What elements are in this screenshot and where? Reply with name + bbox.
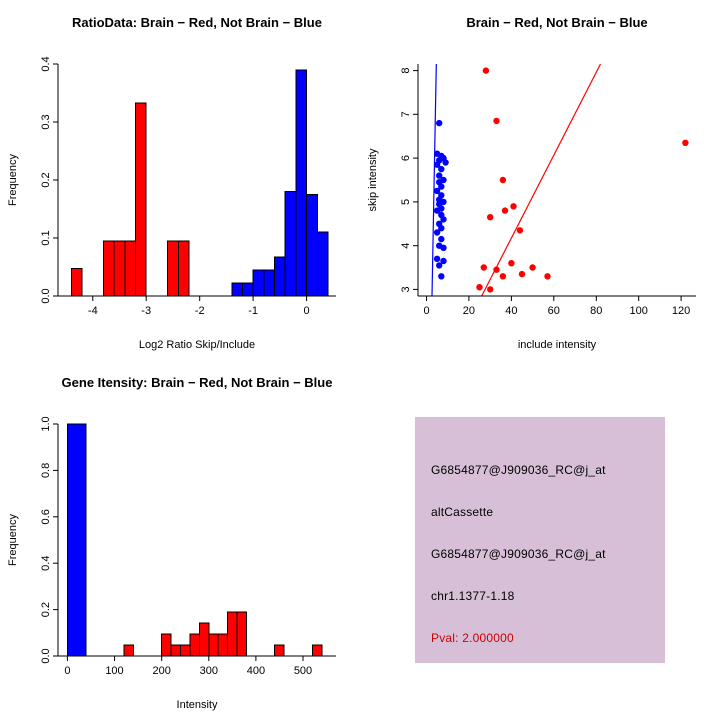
svg-text:20: 20 xyxy=(463,305,475,317)
svg-text:7: 7 xyxy=(400,111,412,117)
svg-text:Frequency: Frequency xyxy=(7,514,19,566)
svg-text:-1: -1 xyxy=(248,305,258,317)
svg-text:include intensity: include intensity xyxy=(518,339,597,351)
svg-text:skip intensity: skip intensity xyxy=(367,148,379,211)
svg-text:5: 5 xyxy=(400,199,412,205)
chromosome-location-text: chr1.1377-1.18 xyxy=(431,589,515,603)
svg-text:500: 500 xyxy=(294,665,312,677)
svg-text:100: 100 xyxy=(630,305,648,317)
svg-text:0.1: 0.1 xyxy=(40,230,52,245)
splice-type-text: altCassette xyxy=(431,505,494,519)
panel-gene-info: G6854877@J909036_RC@j_at altCassette G68… xyxy=(360,360,720,720)
svg-text:100: 100 xyxy=(105,665,123,677)
svg-text:0.0: 0.0 xyxy=(40,288,52,303)
svg-text:0: 0 xyxy=(304,305,310,317)
skip-include-scatter-chart: 0 20 40 60 80 100 120 3 4 5 6 7 8 Brain − Red, Not Br… xyxy=(367,15,696,351)
svg-text:-4: -4 xyxy=(88,305,98,317)
svg-text:Log2 Ratio Skip/Include: Log2 Ratio Skip/Include xyxy=(139,339,255,351)
svg-text:0.4: 0.4 xyxy=(40,556,52,571)
probe-id-text: G6854877@J909036_RC@j_at xyxy=(431,463,606,477)
svg-text:0.4: 0.4 xyxy=(40,56,52,71)
svg-text:80: 80 xyxy=(590,305,602,317)
pval-text: Pval: 2.000000 xyxy=(431,631,514,645)
svg-text:300: 300 xyxy=(200,665,218,677)
svg-text:4: 4 xyxy=(400,243,412,249)
panel-skip-include-scatter: 0 20 40 60 80 100 120 3 4 5 6 7 8 Brain − Red, Not Br… xyxy=(360,0,720,360)
svg-text:0.2: 0.2 xyxy=(40,602,52,617)
svg-text:Intensity: Intensity xyxy=(177,699,218,711)
panel-ratio-histogram: -4 -3 -2 -1 0 0.0 0.1 0.2 0.3 0.4 RatioData: Brain… xyxy=(0,0,360,360)
svg-text:1.0: 1.0 xyxy=(40,416,52,431)
svg-text:8: 8 xyxy=(400,68,412,74)
svg-text:400: 400 xyxy=(247,665,265,677)
svg-text:0.8: 0.8 xyxy=(40,463,52,478)
svg-text:Gene Itensity: Brain − Red, No: Gene Itensity: Brain − Red, Not Brain − … xyxy=(62,375,333,390)
svg-text:0.6: 0.6 xyxy=(40,509,52,524)
svg-text:0: 0 xyxy=(423,305,429,317)
svg-text:60: 60 xyxy=(548,305,560,317)
svg-text:Brain − Red, Not Brain − Blue: Brain − Red, Not Brain − Blue xyxy=(466,15,647,30)
svg-text:-2: -2 xyxy=(195,305,205,317)
gene-info-box: G6854877@J909036_RC@j_at altCassette G68… xyxy=(415,417,665,663)
svg-text:0.2: 0.2 xyxy=(40,172,52,187)
svg-text:3: 3 xyxy=(400,286,412,292)
svg-text:40: 40 xyxy=(505,305,517,317)
svg-text:RatioData: Brain − Red, Not Br: RatioData: Brain − Red, Not Brain − Blue xyxy=(72,15,322,30)
svg-text:6: 6 xyxy=(400,155,412,161)
svg-text:0: 0 xyxy=(64,665,70,677)
ratio-histogram-chart: -4 -3 -2 -1 0 0.0 0.1 0.2 0.3 0.4 RatioData: Brain… xyxy=(7,15,336,351)
svg-text:0.3: 0.3 xyxy=(40,114,52,129)
svg-text:-3: -3 xyxy=(141,305,151,317)
svg-text:120: 120 xyxy=(672,305,690,317)
svg-text:200: 200 xyxy=(153,665,171,677)
svg-text:0.0: 0.0 xyxy=(40,648,52,663)
panel-gene-intensity-histogram: 0 100 200 300 400 500 0.0 0.2 0.4 0.6 0.8 1.0 Gene I… xyxy=(0,360,360,720)
gene-intensity-histogram-chart: 0 100 200 300 400 500 0.0 0.2 0.4 0.6 0.8 1.0 Gene I… xyxy=(7,375,336,711)
gene-id-text: G6854877@J909036_RC@j_at xyxy=(431,547,606,561)
svg-text:Frequency: Frequency xyxy=(7,154,19,206)
